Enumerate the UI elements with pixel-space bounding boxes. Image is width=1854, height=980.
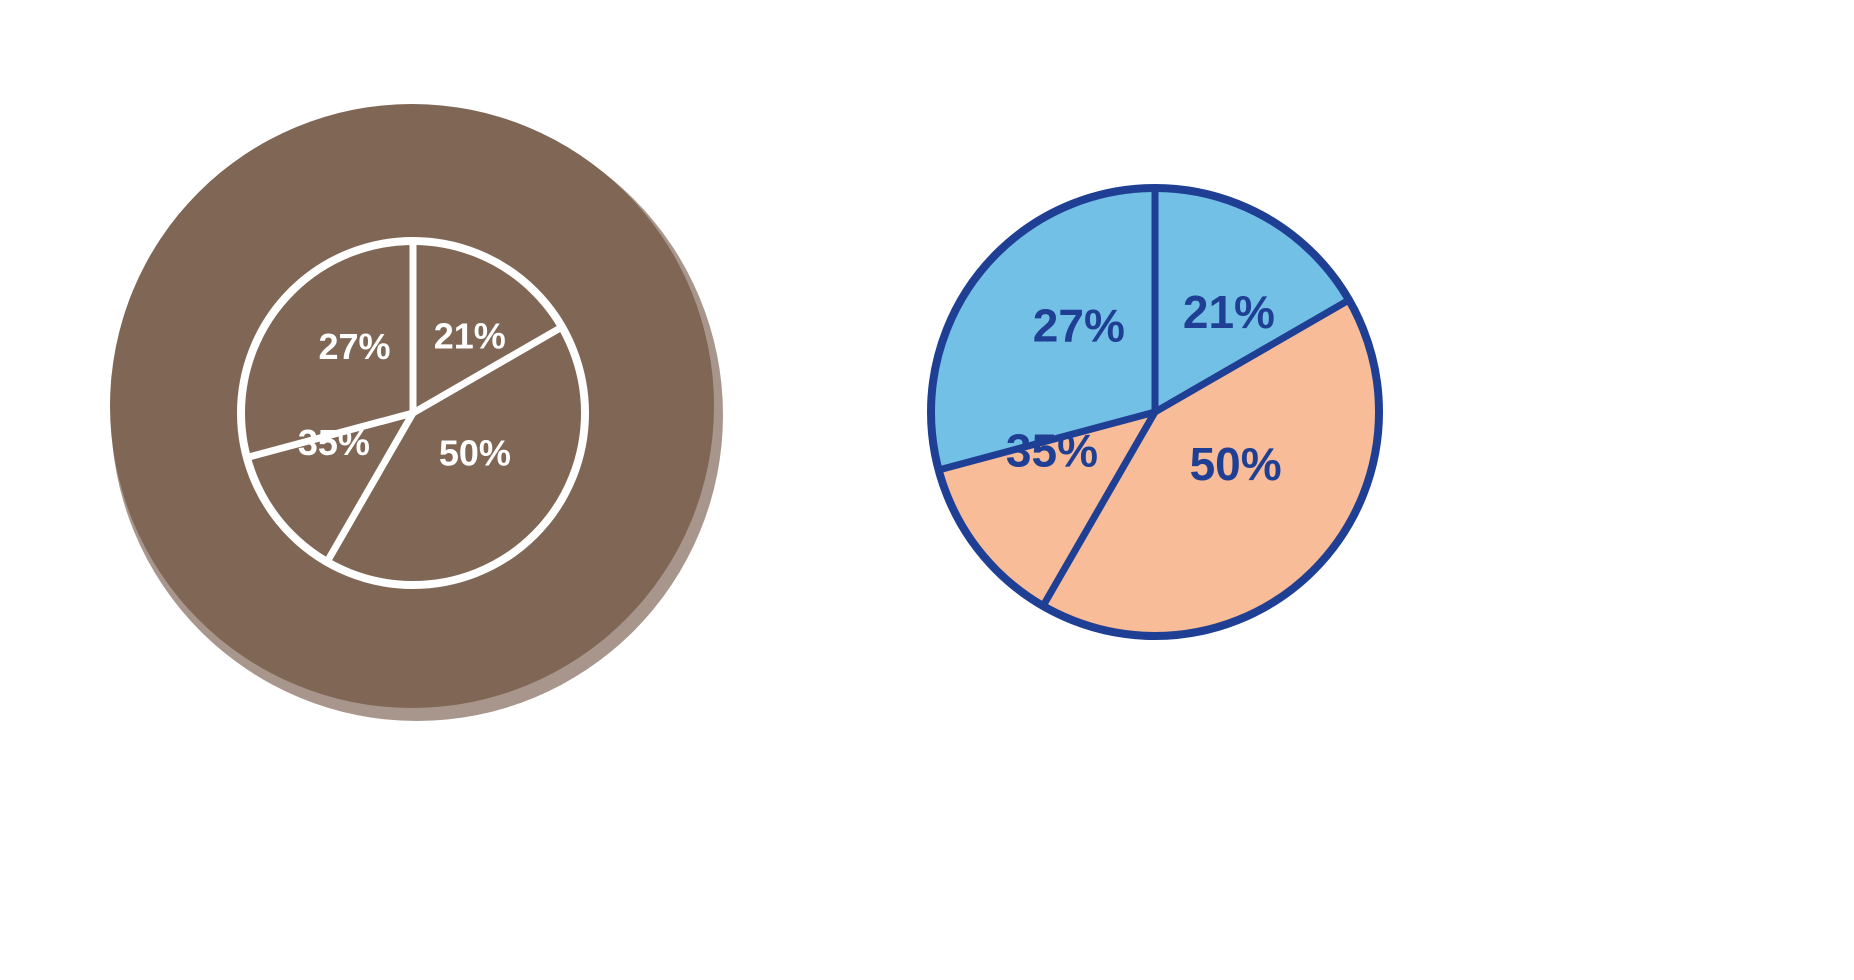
- pie-slice: [1043, 300, 1380, 637]
- slice-divider: [243, 409, 417, 462]
- slice-label: 21%: [434, 316, 506, 357]
- slice-divider: [935, 408, 1159, 474]
- pie-slice: [938, 412, 1155, 606]
- pie-slice: [931, 188, 1155, 470]
- slice-label: 35%: [1006, 425, 1098, 477]
- slice-label: 50%: [1190, 438, 1282, 490]
- slice-divider: [1151, 296, 1353, 416]
- slice-divider: [409, 323, 566, 417]
- slice-label: 27%: [318, 326, 390, 367]
- pie-chart-filled: 21% 50% 35% 27%: [927, 184, 1383, 640]
- slice-divider: [323, 409, 417, 566]
- pie-chart-outline-icon: 21% 50% 35% 27%: [110, 104, 723, 721]
- slice-label: 27%: [1033, 299, 1125, 351]
- slice-label: 50%: [439, 433, 511, 474]
- slice-divider: [1039, 408, 1159, 610]
- slice-label: 35%: [298, 422, 370, 463]
- slice-label: 21%: [1183, 286, 1275, 338]
